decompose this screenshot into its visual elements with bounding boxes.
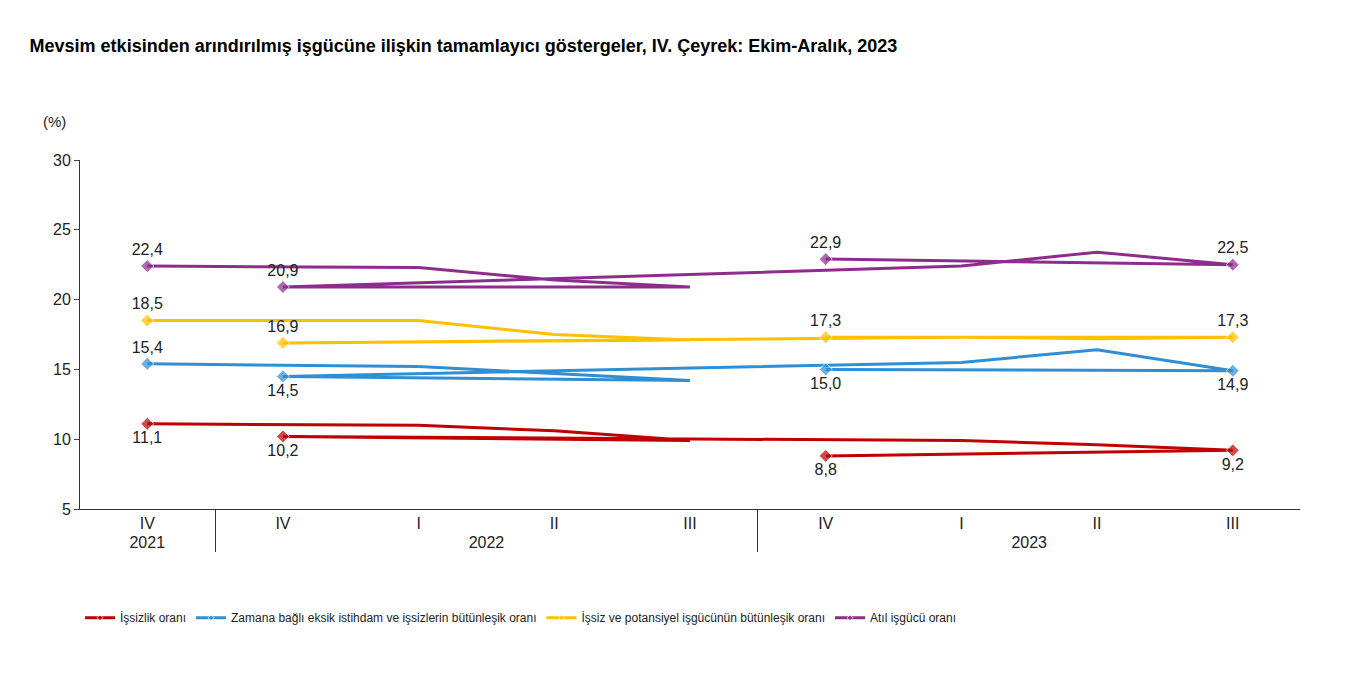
- svg-text:14,5: 14,5: [267, 382, 298, 399]
- svg-text:15,4: 15,4: [132, 339, 163, 356]
- svg-text:II: II: [1093, 515, 1102, 532]
- svg-text:2023: 2023: [1011, 534, 1047, 551]
- svg-text:22,9: 22,9: [810, 234, 841, 251]
- svg-text:10: 10: [53, 431, 71, 448]
- svg-text:IV: IV: [818, 515, 833, 532]
- svg-text:2021: 2021: [129, 534, 165, 551]
- svg-text:8,8: 8,8: [815, 461, 837, 478]
- svg-text:15,0: 15,0: [810, 375, 841, 392]
- svg-text:22,5: 22,5: [1217, 239, 1248, 256]
- svg-text:10,2: 10,2: [267, 442, 298, 459]
- svg-text:II: II: [550, 515, 559, 532]
- svg-text:2022: 2022: [469, 534, 505, 551]
- svg-text:30: 30: [53, 152, 71, 169]
- svg-text:14,9: 14,9: [1217, 376, 1248, 393]
- svg-text:9,2: 9,2: [1222, 456, 1244, 473]
- svg-text:Mevsim etkisinden arındırılmış: Mevsim etkisinden arındırılmış işgücüne …: [30, 36, 898, 56]
- svg-text:I: I: [416, 515, 420, 532]
- svg-text:IV: IV: [275, 515, 290, 532]
- svg-text:Atıl işgücü oranı: Atıl işgücü oranı: [870, 611, 956, 625]
- svg-text:11,1: 11,1: [132, 429, 162, 446]
- svg-text:III: III: [683, 515, 696, 532]
- svg-text:20,9: 20,9: [267, 262, 298, 279]
- svg-text:16,9: 16,9: [267, 318, 298, 335]
- svg-text:22,4: 22,4: [132, 241, 163, 258]
- svg-text:Zamana bağlı eksik istihdam ve: Zamana bağlı eksik istihdam ve işsizleri…: [231, 611, 536, 625]
- svg-text:I: I: [959, 515, 963, 532]
- svg-text:III: III: [1226, 515, 1239, 532]
- svg-text:20: 20: [53, 291, 71, 308]
- svg-text:25: 25: [53, 221, 71, 238]
- svg-text:5: 5: [62, 501, 71, 518]
- svg-text:(%): (%): [43, 113, 66, 130]
- svg-text:IV: IV: [140, 515, 155, 532]
- svg-text:17,3: 17,3: [1217, 312, 1248, 329]
- svg-text:18,5: 18,5: [132, 295, 163, 312]
- svg-text:17,3: 17,3: [810, 312, 841, 329]
- svg-text:İşsizlik oranı: İşsizlik oranı: [120, 611, 186, 625]
- svg-text:15: 15: [53, 361, 71, 378]
- svg-text:İşsiz ve potansiyel işgücünün: İşsiz ve potansiyel işgücünün bütünleşik…: [582, 611, 825, 625]
